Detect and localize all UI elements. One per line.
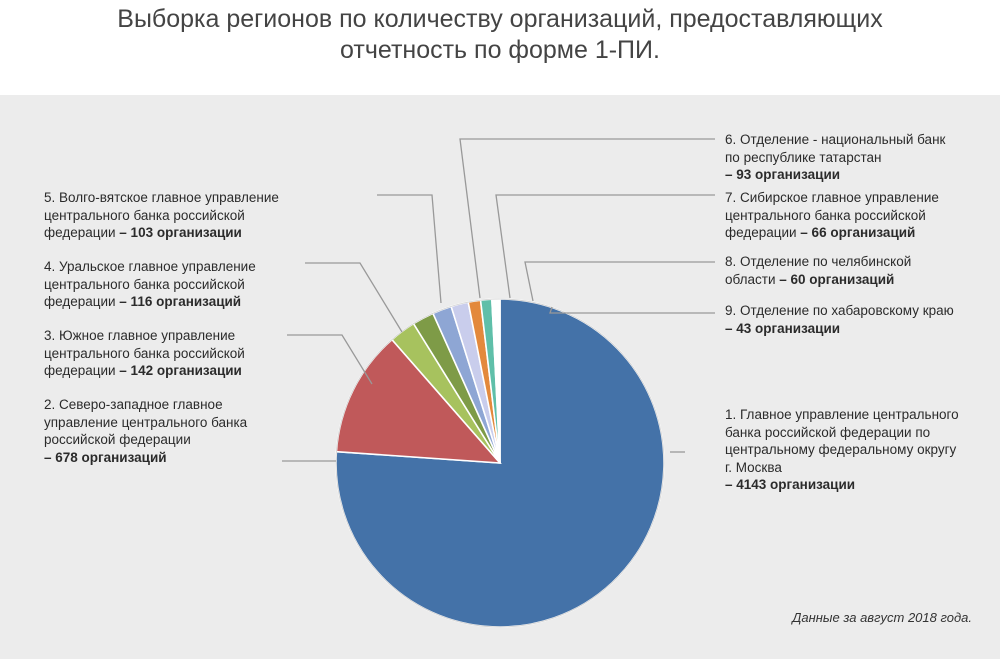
slice-label-4: 4. Уральское главное управление центральн… <box>44 258 256 311</box>
leader-line-6 <box>459 138 715 299</box>
leader-line-3 <box>287 334 373 385</box>
slice-label-text: 1. Главное управление центрального <box>725 407 959 422</box>
slice-value: – 678 организаций <box>44 449 167 465</box>
slice-label-1: 1. Главное управление центрального банка … <box>725 406 959 494</box>
leader-line-9 <box>549 306 715 314</box>
slice-value: – 116 организаций <box>119 294 242 309</box>
slice-value: – 43 организации <box>725 320 841 336</box>
footnote: Данные за август 2018 года. <box>792 610 972 625</box>
slice-label-text: федерации <box>44 294 120 309</box>
slice-label-3: 3. Южное главное управление центрального … <box>44 327 245 380</box>
chart-title: Выборка регионов по количеству организац… <box>0 4 1000 66</box>
slice-value: – 142 организации <box>119 363 242 378</box>
slice-value-line: федерации – 66 организаций <box>725 224 939 242</box>
slice-label-text: 4. Уральское главное управление <box>44 259 256 274</box>
leader-line-8 <box>524 261 715 302</box>
leader-line-7 <box>495 194 715 299</box>
pie-outline <box>335 298 665 628</box>
slice-value: – 4143 организации <box>725 477 856 492</box>
slice-label-5: 5. Волго-вятское главное управление центр… <box>44 189 279 242</box>
slice-value: – 60 организаций <box>779 271 895 287</box>
slice-label-2: 2. Северо-западное главное управление цен… <box>44 396 247 466</box>
slice-label-text: федерации <box>725 225 801 240</box>
slice-label-text: российской федерации <box>44 432 191 447</box>
slice-label-text: управление центрального банка <box>44 414 248 430</box>
chart-title-line-2: отчетность по форме 1-ПИ. <box>340 36 660 64</box>
slice-label-text: области <box>725 271 780 287</box>
chart-title-line-1: Выборка регионов по количеству организац… <box>117 5 883 33</box>
slice-label-text: центральному федеральному округу <box>725 442 957 457</box>
slice-label-text: по республике татарстан <box>725 149 882 165</box>
slice-value-line: – 93 организации <box>725 166 945 184</box>
slice-label-text: центрального банка российской <box>44 207 245 223</box>
slice-label-text: 8. Отделение по челябинской <box>725 254 912 269</box>
slice-label-text: 5. Волго-вятское главное управление <box>44 190 279 205</box>
leader-line-5 <box>377 194 442 304</box>
slice-value-line: области – 60 организаций <box>725 271 911 289</box>
slice-label-text: федерации <box>44 363 120 378</box>
slice-label-text: банка российской федерации по <box>725 424 931 440</box>
slice-label-8: 8. Отделение по челябинской области – 60 … <box>725 253 911 288</box>
slice-label-text: 7. Сибирское главное управление <box>725 190 939 205</box>
slice-value: – 103 организации <box>119 225 242 240</box>
slice-label-text: 3. Южное главное управление <box>44 328 236 343</box>
slice-value-line: федерации – 116 организаций <box>44 293 256 311</box>
slice-value-line: – 4143 организации <box>725 476 959 494</box>
pie-slices <box>335 298 665 628</box>
slice-label-text: федерации <box>44 225 120 240</box>
slice-label-text: 9. Отделение по хабаровскому краю <box>725 303 954 318</box>
slice-label-9: 9. Отделение по хабаровскому краю – 43 ор… <box>725 302 954 337</box>
slice-label-text: г. Москва <box>725 459 782 475</box>
slice-value: – 66 организаций <box>800 225 916 240</box>
slice-value-line: – 43 организации <box>725 320 954 338</box>
slice-label-text: центрального банка российской <box>44 276 245 292</box>
leader-line-4 <box>305 262 403 333</box>
slice-label-text: центрального банка российской <box>725 207 926 223</box>
slice-value-line: – 678 организаций <box>44 449 247 467</box>
slice-label-text: 6. Отделение - национальный банк <box>725 132 946 147</box>
leader-lines <box>282 138 715 462</box>
slice-label-text: 2. Северо-западное главное <box>44 397 223 412</box>
slice-value-line: федерации – 142 организации <box>44 362 245 380</box>
slice-label-7: 7. Сибирское главное управление центральн… <box>725 189 939 242</box>
slice-value: – 93 организации <box>725 167 841 182</box>
slice-label-6: 6. Отделение - национальный банк по респу… <box>725 131 945 184</box>
slice-label-text: центрального банка российской <box>44 345 245 361</box>
slice-value-line: федерации – 103 организации <box>44 224 279 242</box>
